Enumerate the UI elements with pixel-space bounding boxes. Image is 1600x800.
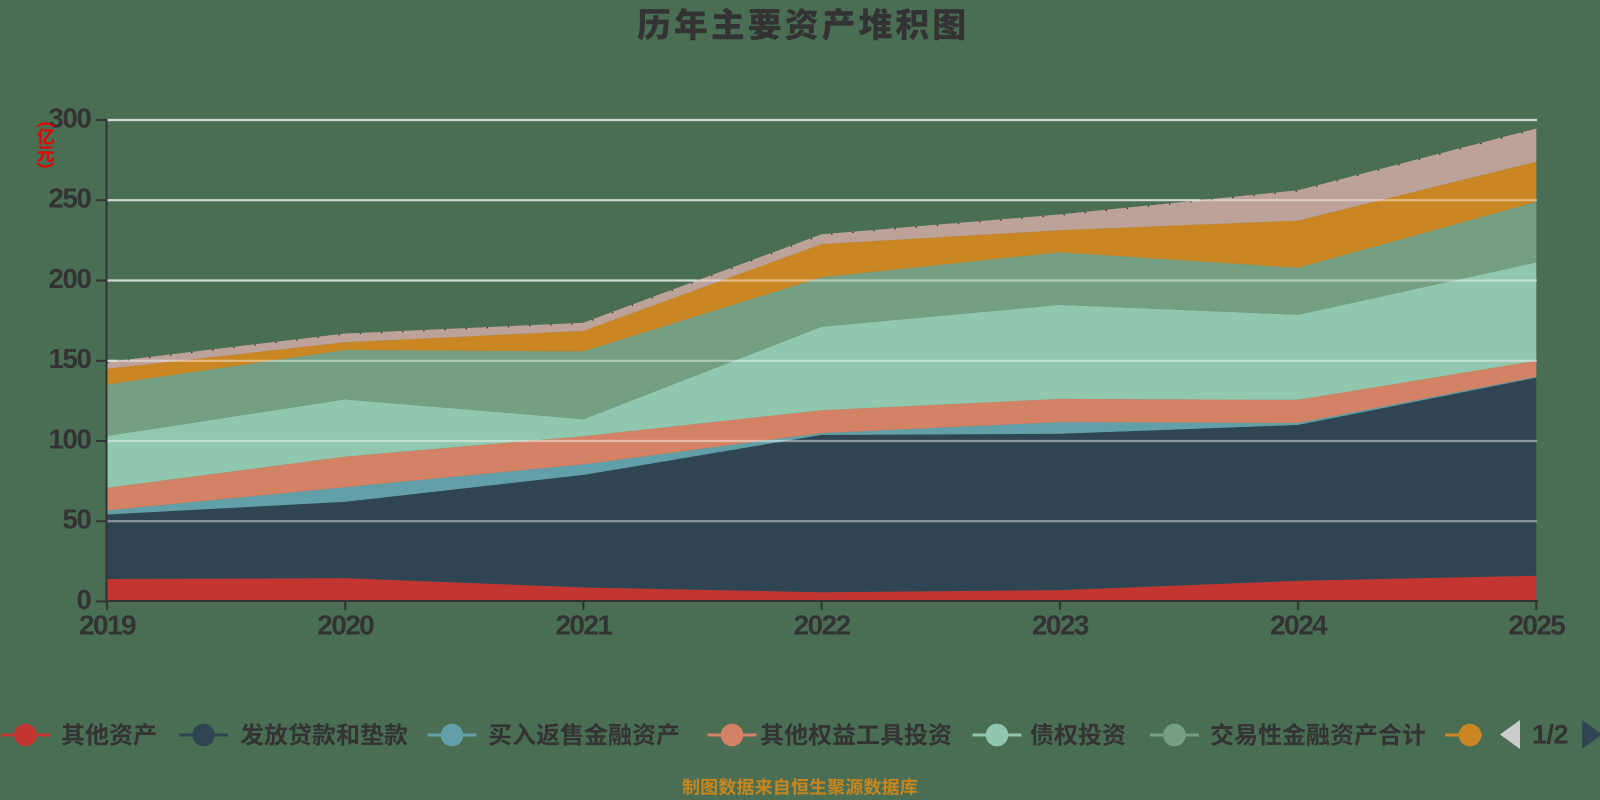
svg-text:150: 150 — [49, 343, 92, 374]
svg-text:2021: 2021 — [555, 610, 612, 641]
svg-text:2022: 2022 — [794, 610, 851, 641]
svg-text:2024: 2024 — [1270, 610, 1328, 641]
svg-text:2019: 2019 — [79, 610, 136, 641]
svg-text:2020: 2020 — [317, 610, 374, 641]
svg-text:2023: 2023 — [1032, 610, 1089, 641]
svg-text:100: 100 — [49, 423, 92, 454]
svg-text:300: 300 — [49, 102, 92, 133]
svg-text:200: 200 — [49, 263, 92, 294]
svg-text:250: 250 — [49, 183, 92, 214]
svg-text:50: 50 — [63, 504, 92, 535]
svg-text:0: 0 — [77, 584, 92, 615]
svg-text:2025: 2025 — [1508, 610, 1565, 641]
svg-text:1/2: 1/2 — [1532, 720, 1568, 750]
